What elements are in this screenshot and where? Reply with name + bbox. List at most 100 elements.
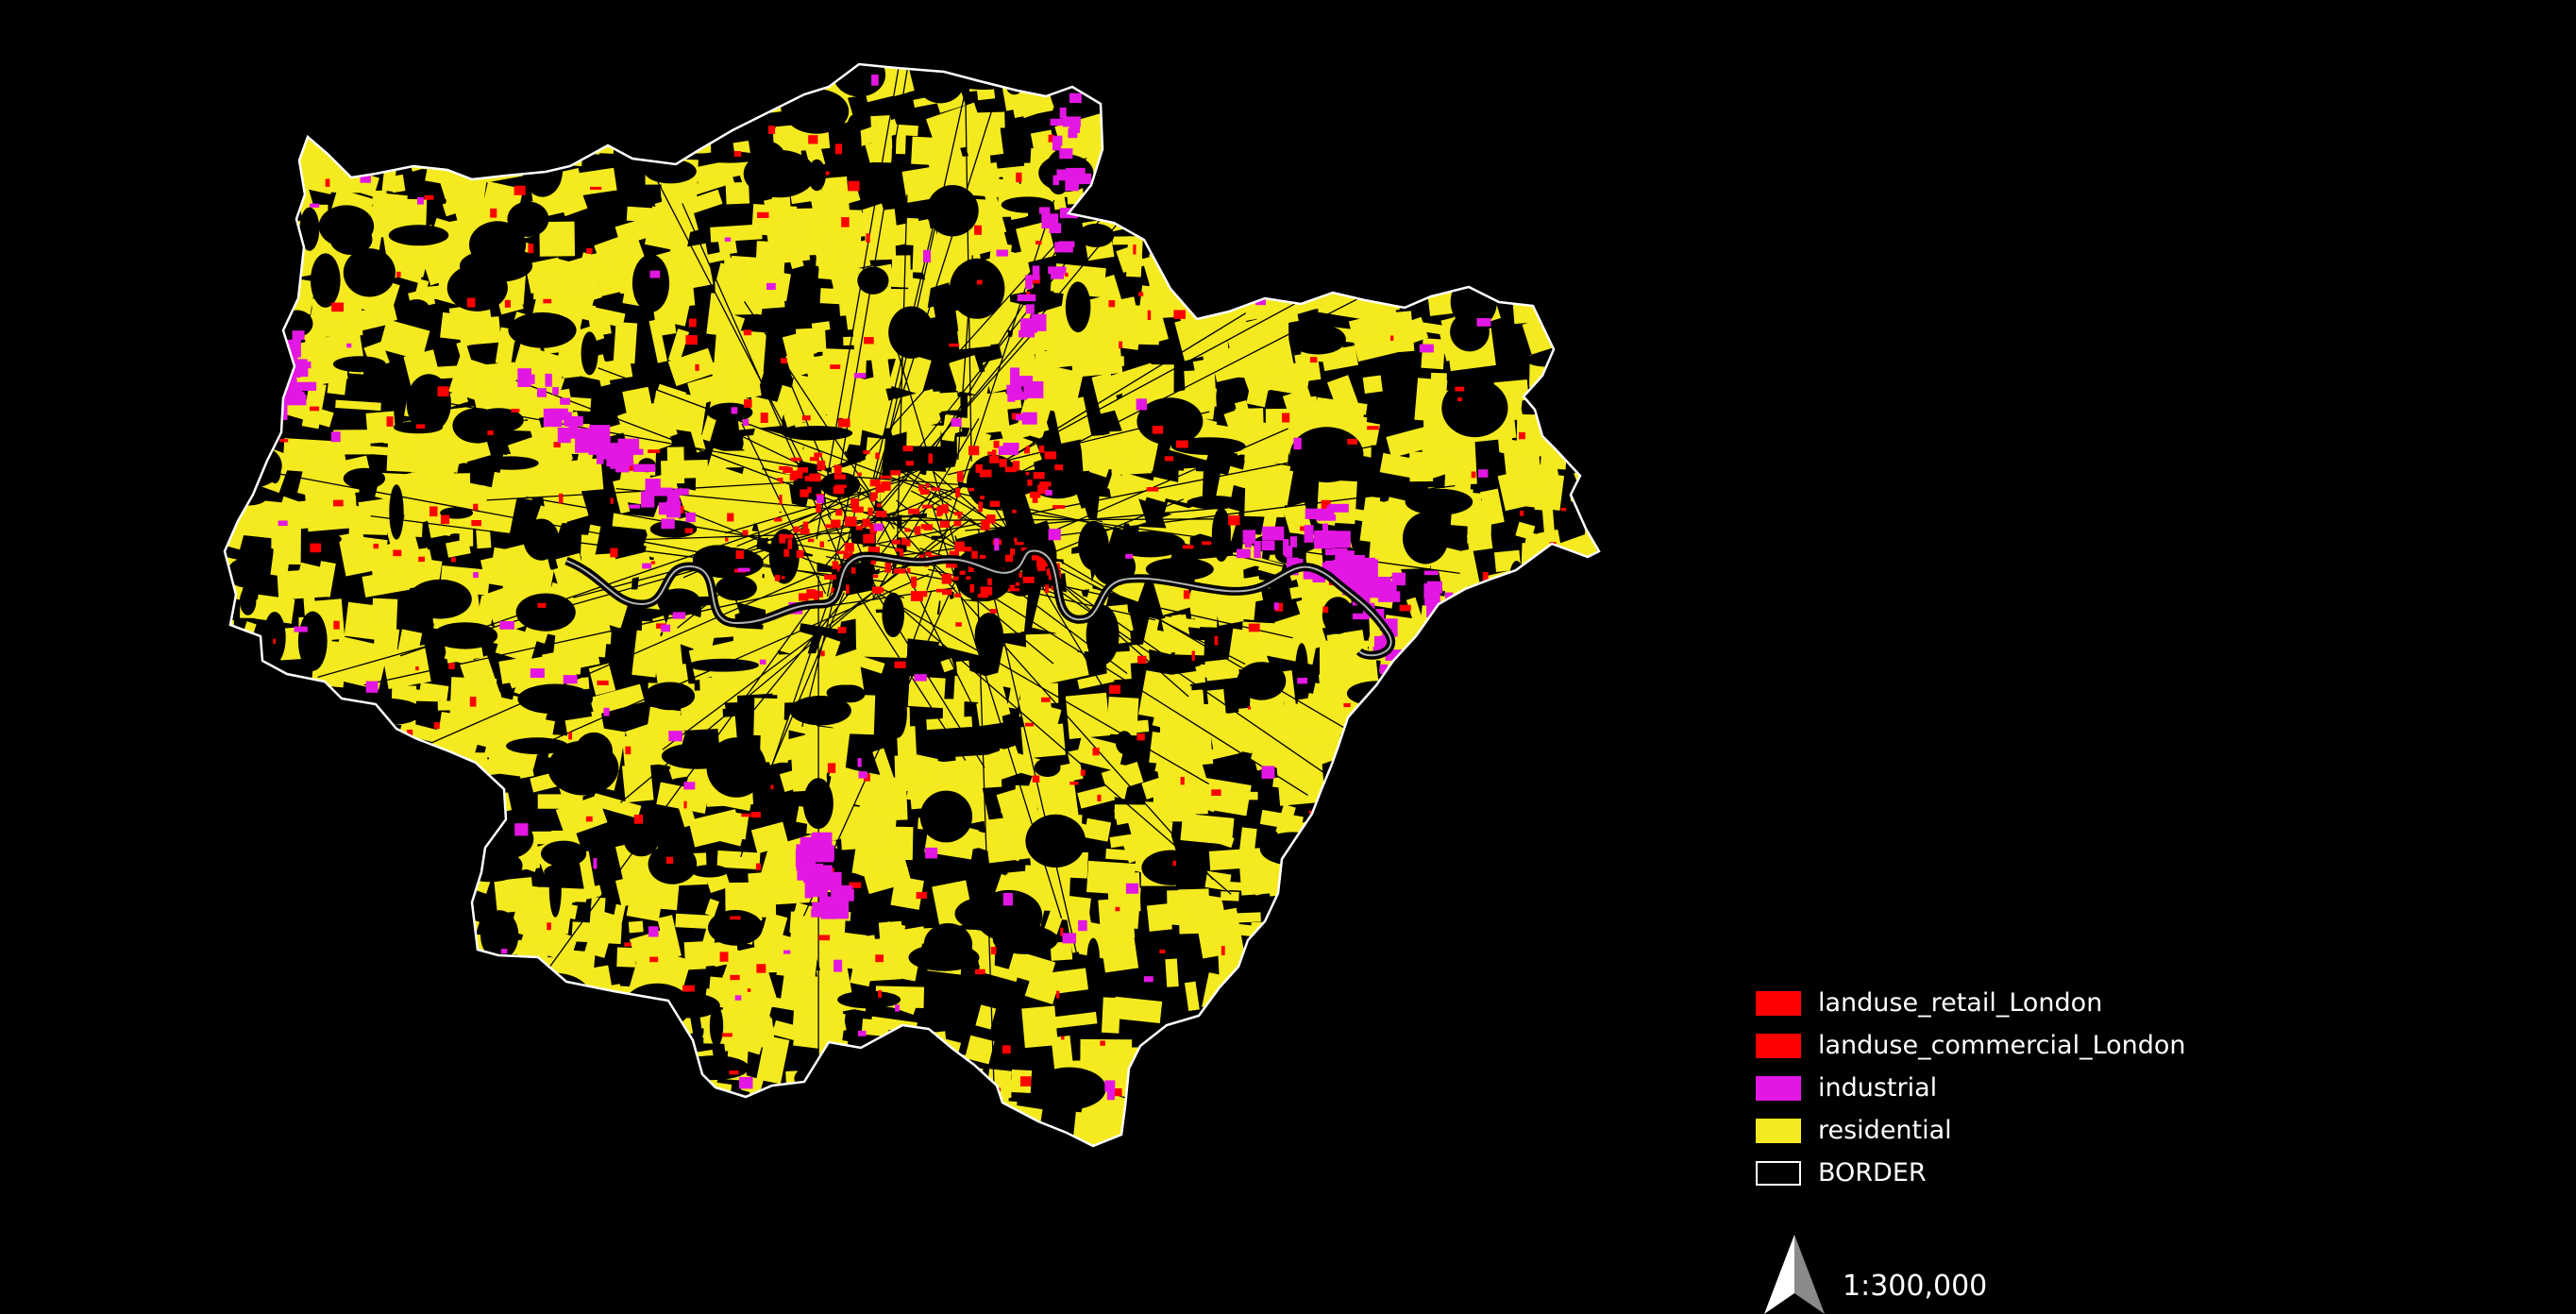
residential-patch	[225, 472, 228, 530]
open-space-patch	[1303, 74, 1378, 89]
open-space-patch	[832, 1053, 890, 1088]
commercial-patch	[1339, 788, 1350, 798]
residential-patch	[1400, 237, 1424, 251]
commercial-patch	[939, 520, 950, 528]
residential-patch	[621, 1003, 640, 1031]
residential-patch	[1672, 165, 1708, 192]
residential-patch	[951, 236, 969, 246]
residential-patch	[1543, 671, 1578, 708]
industrial-patch	[724, 237, 732, 242]
commercial-patch	[1399, 604, 1411, 612]
road-line	[404, 395, 822, 472]
residential-patch	[298, 825, 320, 867]
industrial-patch	[929, 1127, 941, 1140]
retail-patch	[809, 457, 819, 462]
open-space-patch	[1237, 662, 1287, 700]
residential-patch	[1659, 600, 1697, 629]
open-space-patch	[1557, 357, 1599, 399]
open-space-patch	[395, 1056, 422, 1087]
residential-patch	[477, 116, 514, 127]
residential-patch	[263, 323, 286, 352]
residential-patch	[1525, 269, 1577, 290]
retail-patch	[1080, 769, 1086, 776]
residential-patch	[667, 328, 690, 363]
commercial-patch	[1557, 253, 1569, 259]
residential-patch	[242, 1162, 284, 1192]
residential-patch	[506, 1109, 547, 1124]
residential-patch	[1250, 0, 1294, 19]
open-space-patch	[1474, 1023, 1518, 1082]
road-line	[620, 506, 976, 803]
residential-patch	[641, 1055, 674, 1070]
legend-item-industrial: industrial	[1756, 1072, 2322, 1115]
residential-patch	[770, 652, 822, 696]
commercial-patch	[809, 473, 821, 482]
open-space-patch	[1439, 896, 1453, 948]
residential-patch	[880, 1150, 899, 1189]
legend-label-industrial: industrial	[1818, 1073, 1938, 1103]
road-line	[849, 576, 1210, 785]
residential-patch	[925, 1150, 962, 1188]
residential-patch	[1584, 515, 1599, 539]
residential-patch	[440, 786, 460, 824]
industrial-patch	[895, 1004, 900, 1012]
commercial-patch	[610, 497, 614, 504]
residential-patch	[308, 1007, 332, 1037]
commercial-patch	[901, 537, 906, 546]
residential-patch	[1007, 71, 1053, 118]
residential-patch	[1293, 114, 1313, 127]
industrial-patch	[1052, 135, 1063, 146]
open-space-patch	[708, 909, 763, 946]
residential-patch	[1551, 788, 1599, 820]
commercial-patch	[1025, 446, 1030, 451]
residential-patch	[1445, 600, 1473, 648]
residential-patch	[1233, 1088, 1254, 1120]
residential-patch	[157, 1141, 182, 1171]
retail-patch	[781, 576, 785, 580]
residential-patch	[1430, 372, 1447, 406]
retail-patch	[1146, 487, 1159, 492]
retail-patch	[827, 763, 836, 773]
commercial-patch	[506, 960, 512, 965]
commercial-patch	[1039, 481, 1052, 487]
residential-patch	[759, 930, 799, 969]
road-line	[882, 458, 1183, 668]
residential-patch	[225, 1048, 252, 1093]
residential-patch	[1362, 375, 1383, 395]
industrial-patch	[742, 418, 749, 427]
residential-patch	[172, 1223, 227, 1274]
residential-patch	[289, 739, 331, 790]
industrial-patch	[1478, 469, 1489, 478]
residential-patch	[1135, 719, 1150, 733]
residential-patch	[174, 475, 210, 506]
open-space-patch	[657, 588, 701, 616]
residential-patch	[241, 498, 285, 540]
residential-patch	[1211, 233, 1253, 260]
industrial-patch	[1297, 678, 1308, 684]
commercial-patch	[380, 1108, 385, 1113]
industrial-patch	[1458, 616, 1479, 629]
residential-patch	[1116, 64, 1168, 107]
residential-patch	[93, 1091, 117, 1104]
open-space-patch	[690, 865, 729, 878]
residential-patch	[576, 1065, 589, 1096]
legend-item-border: BORDER	[1756, 1157, 2322, 1200]
residential-patch	[299, 90, 331, 138]
retail-patch	[1061, 1036, 1065, 1040]
residential-patch	[1317, 1038, 1357, 1071]
retail-patch	[931, 487, 940, 491]
residential-patch	[506, 1179, 539, 1224]
residential-patch	[1430, 214, 1460, 261]
residential-patch	[1222, 1127, 1263, 1143]
residential-patch	[382, 848, 433, 885]
residential-patch	[1159, 80, 1215, 132]
residential-patch	[1238, 856, 1288, 896]
commercial-patch	[790, 457, 801, 462]
residential-patch	[820, 176, 850, 224]
residential-patch	[1495, 578, 1543, 612]
retail-patch	[729, 1070, 739, 1075]
residential-patch	[1115, 612, 1134, 633]
residential-patch	[1297, 64, 1345, 96]
open-space-patch	[1086, 604, 1120, 665]
residential-patch	[1517, 1031, 1528, 1044]
